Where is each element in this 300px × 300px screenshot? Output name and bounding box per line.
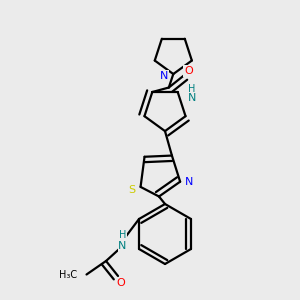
- Text: H: H: [188, 84, 196, 94]
- Text: O: O: [117, 278, 125, 289]
- Text: N: N: [185, 177, 193, 187]
- Text: N: N: [188, 93, 196, 103]
- Text: N: N: [160, 70, 169, 80]
- Text: O: O: [184, 66, 193, 76]
- Text: S: S: [128, 185, 135, 195]
- Text: H: H: [119, 230, 126, 241]
- Text: N: N: [118, 241, 127, 251]
- Text: H₃C: H₃C: [59, 269, 77, 280]
